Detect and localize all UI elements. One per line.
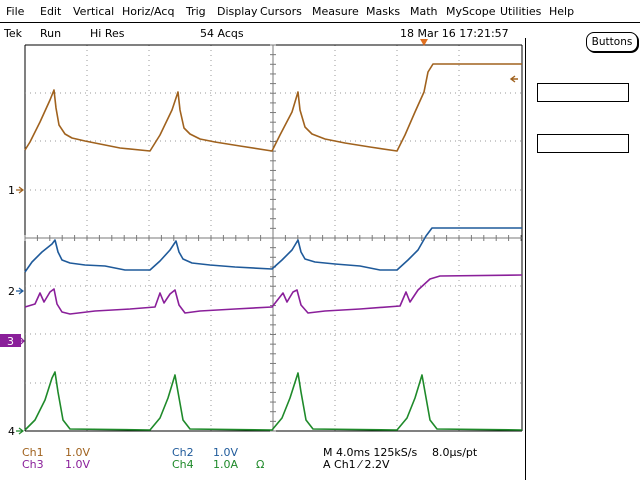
acq-mode: Hi Res <box>90 27 125 40</box>
menu-math[interactable]: Math <box>410 5 438 18</box>
ch2-ground-arrow-icon <box>16 287 24 295</box>
ch3-ground-arrow-icon <box>20 337 25 345</box>
ch4-ground-arrow-icon <box>16 427 24 435</box>
date-time: 18 Mar 16 17:21:57 <box>400 27 509 40</box>
ch2-scale[interactable]: 1.0V <box>213 446 239 459</box>
ch2-waveform <box>24 227 522 273</box>
ch1-waveform <box>24 63 522 152</box>
waveform-traces <box>24 63 523 431</box>
trigger-readout[interactable]: A Ch1 ⁄ 2.2V <box>323 458 390 471</box>
ch3-scale[interactable]: 1.0V <box>65 458 91 471</box>
menu-masks[interactable]: Masks <box>366 5 401 18</box>
menu-edit[interactable]: Edit <box>40 5 62 18</box>
menu-cursors[interactable]: Cursors <box>260 5 302 18</box>
menu-bar: File Edit Vertical Horiz/Acq Trig Displa… <box>0 0 640 23</box>
ch1-scale[interactable]: 1.0V <box>65 446 91 459</box>
ch4-readout-label[interactable]: Ch4 <box>172 458 194 471</box>
menu-utilities[interactable]: Utilities <box>500 5 542 18</box>
menu-horiz-acq[interactable]: Horiz/Acq <box>122 5 175 18</box>
ch4-waveform <box>24 371 523 431</box>
menu-measure[interactable]: Measure <box>312 5 359 18</box>
menu-myscope[interactable]: MyScope <box>446 5 496 18</box>
readout-box-2[interactable] <box>537 134 629 153</box>
ch1-readout-label[interactable]: Ch1 <box>22 446 44 459</box>
acq-count: 54 Acqs <box>200 27 244 40</box>
menu-trig[interactable]: Trig <box>186 5 206 18</box>
ch2-marker-label: 2 <box>8 285 15 298</box>
right-panel-divider <box>525 38 526 480</box>
menu-file[interactable]: File <box>6 5 25 18</box>
timebase-readout[interactable]: M 4.0ms 125kS/s <box>323 446 418 459</box>
run-state[interactable]: Run <box>40 27 62 40</box>
readout-box-1[interactable] <box>537 83 629 102</box>
menu-vertical[interactable]: Vertical <box>73 5 115 18</box>
ch1-marker-label: 1 <box>8 184 15 197</box>
ch4-termination-icon: Ω <box>256 458 265 471</box>
ch1-ground-arrow-icon <box>16 186 24 194</box>
ch2-readout-label[interactable]: Ch2 <box>172 446 194 459</box>
ch3-marker-label: 3 <box>7 335 14 348</box>
sample-interval: 8.0µs/pt <box>432 446 478 459</box>
graticule <box>24 44 523 432</box>
ch3-waveform <box>24 274 523 315</box>
menu-display[interactable]: Display <box>217 5 258 18</box>
buttons-button[interactable]: Buttons <box>586 32 638 52</box>
channel-markers: 1 2 3 4 <box>0 39 518 438</box>
ch4-marker-label: 4 <box>8 425 15 438</box>
ch3-readout-label[interactable]: Ch3 <box>22 458 44 471</box>
ch4-scale[interactable]: 1.0A <box>213 458 239 471</box>
brand-label: Tek <box>4 27 22 40</box>
trigger-level-icon[interactable] <box>509 75 518 83</box>
ch3-marker-box <box>0 334 21 347</box>
trigger-position-icon[interactable] <box>420 39 428 46</box>
menu-help[interactable]: Help <box>549 5 575 18</box>
